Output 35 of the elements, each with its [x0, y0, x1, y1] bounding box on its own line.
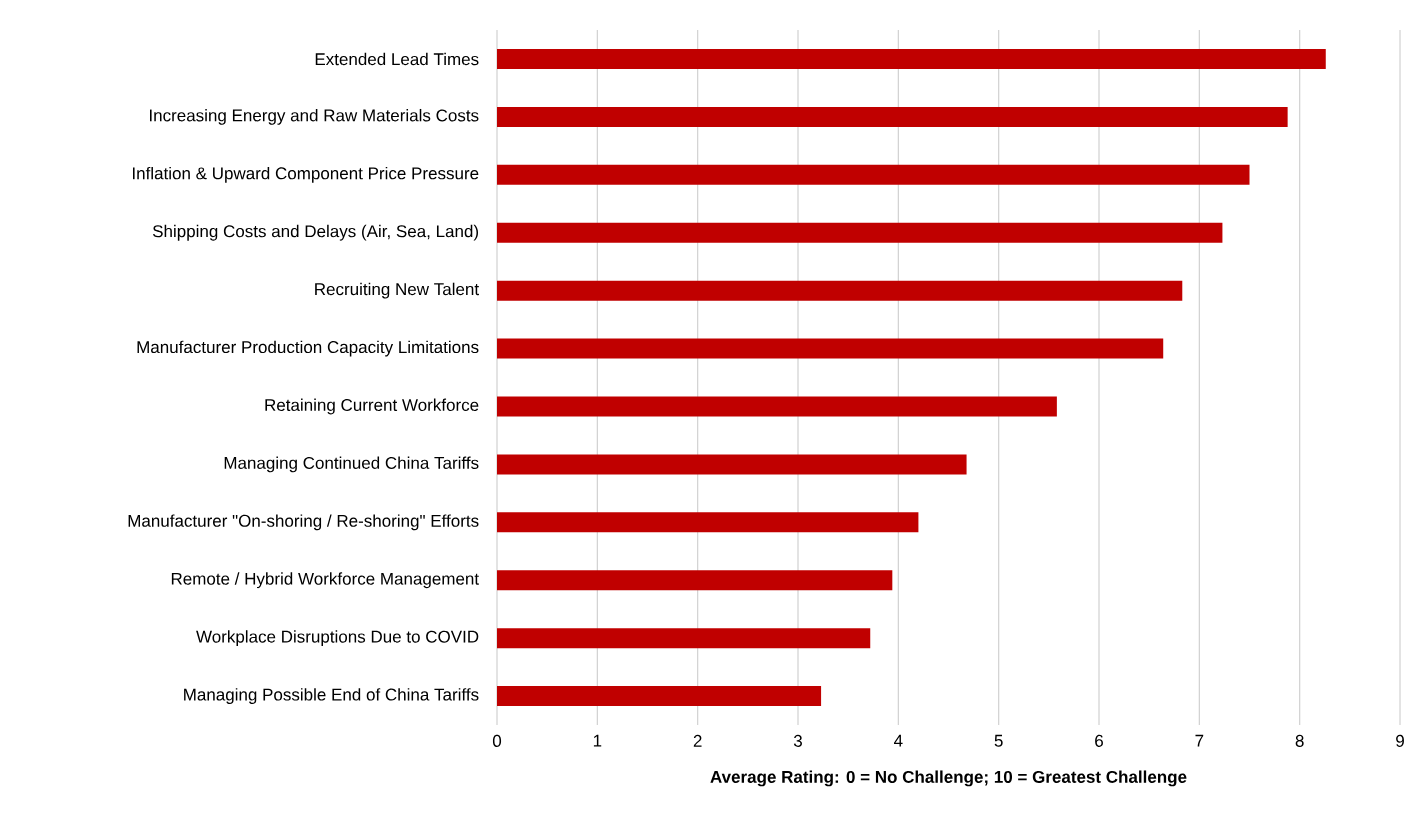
bar	[497, 454, 967, 475]
x-axis-title: Average Rating: 0 = No Challenge; 10 = Greatest Challenge	[710, 770, 1187, 787]
x-tick-label: 2	[693, 734, 702, 747]
x-tick-label: 0	[492, 734, 502, 747]
bar	[497, 512, 919, 533]
y-tick-label: Increasing Energy and Raw Materials Costs	[149, 108, 479, 125]
bar	[497, 570, 893, 591]
y-tick-label: Remote / Hybrid Workforce Management	[171, 572, 479, 589]
y-tick-label: Manufacturer Production Capacity Limitations	[137, 340, 479, 357]
x-tick-label: 5	[994, 734, 1003, 747]
x-tick-label: 1	[593, 734, 602, 747]
y-tick-label: Manufacturer "On-shoring / Re-shoring" Efforts	[128, 514, 479, 531]
bar	[497, 48, 1326, 69]
bar	[497, 106, 1288, 127]
y-tick-label: Managing Continued China Tariffs	[224, 456, 479, 473]
x-tick-label: 8	[1295, 734, 1304, 747]
y-tick-label: Managing Possible End of China Tariffs	[184, 688, 479, 704]
bar	[497, 338, 1164, 359]
y-tick-label: Shipping Costs and Delays (Air, Sea, Land)	[152, 224, 479, 241]
x-tick-label: 3	[793, 734, 802, 747]
bar	[497, 396, 1057, 417]
bar	[497, 628, 871, 649]
y-tick-label: Inflation & Upward Component Price Pressure	[132, 166, 479, 183]
y-tick-label: Retaining Current Workforce	[265, 398, 479, 415]
y-tick-label: Extended Lead Times	[315, 52, 479, 66]
bar	[497, 280, 1183, 301]
y-tick-label: Workplace Disruptions Due to COVID	[196, 630, 479, 647]
x-tick-label: 4	[894, 734, 903, 747]
bar	[497, 164, 1250, 185]
bar	[497, 222, 1223, 243]
x-tick-label: 7	[1195, 734, 1204, 747]
bar	[497, 686, 822, 707]
y-tick-label: Recruiting New Talent	[315, 282, 479, 299]
x-tick-label: 6	[1095, 734, 1103, 747]
x-tick-label: 9	[1396, 734, 1404, 747]
